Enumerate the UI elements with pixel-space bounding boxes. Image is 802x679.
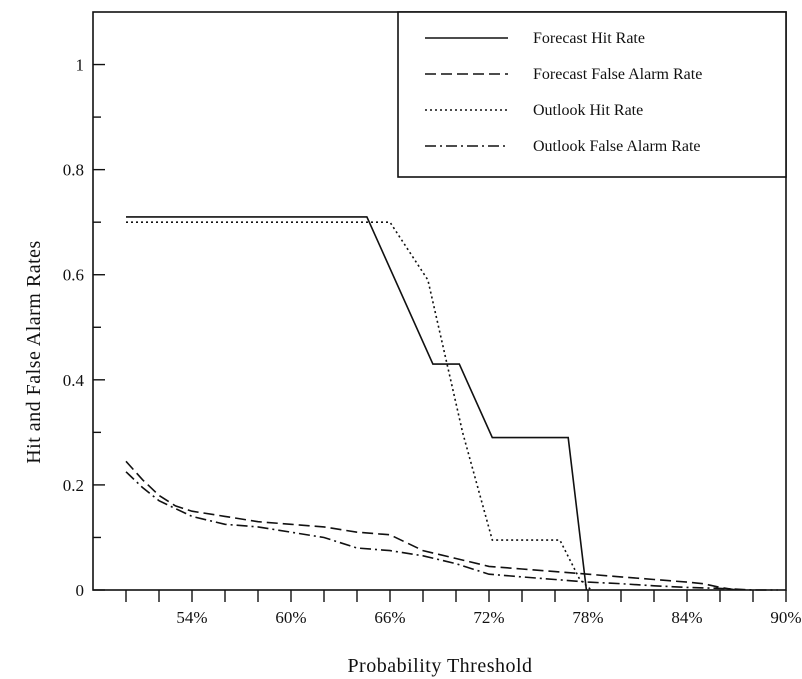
legend: Forecast Hit Rate Forecast False Alarm Ra… <box>397 11 787 178</box>
y-tick-label: 0.2 <box>63 476 84 495</box>
y-tick-label: 0 <box>76 581 85 600</box>
y-tick-label: 0.4 <box>63 371 85 390</box>
y-tick-label: 0.8 <box>63 161 84 180</box>
legend-label: Forecast False Alarm Rate <box>533 66 702 83</box>
x-axis-ticks: 54% 60% 66% 72% 78% 84% 90% <box>125 590 802 627</box>
legend-label: Outlook Hit Rate <box>533 102 643 119</box>
x-tick-label: 60% <box>275 608 306 627</box>
legend-label: Forecast Hit Rate <box>533 30 645 47</box>
x-axis-title: Probability Threshold <box>347 655 532 677</box>
y-tick-label: 0.6 <box>63 266 84 285</box>
x-tick-label: 72% <box>473 608 504 627</box>
series-line-outlook-hit-rate <box>126 221 592 591</box>
x-tick-label: 78% <box>572 608 603 627</box>
legend-label: Outlook False Alarm Rate <box>533 138 701 155</box>
series-line-outlook-false-alarm-rate <box>125 471 778 591</box>
x-tick-label: 54% <box>176 608 207 627</box>
series-line-forecast-false-alarm-rate <box>125 460 737 591</box>
x-tick-label: 90% <box>770 608 801 627</box>
legend-box <box>397 11 787 178</box>
series-lines <box>125 216 778 591</box>
y-axis-ticks: 0 0.2 0.4 0.6 0.8 1 <box>63 56 105 600</box>
x-tick-label: 84% <box>671 608 702 627</box>
series-line-forecast-hit-rate <box>126 216 588 591</box>
x-tick-label: 66% <box>374 608 405 627</box>
y-axis-title: Hit and False Alarm Rates <box>23 240 45 464</box>
y-tick-label: 1 <box>76 56 85 75</box>
